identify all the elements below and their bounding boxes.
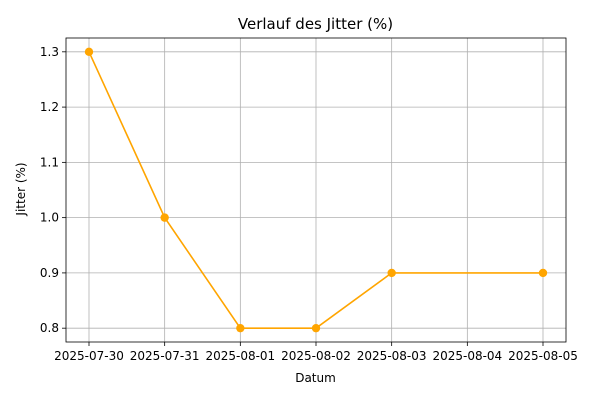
chart-title: Verlauf des Jitter (%) — [238, 15, 393, 33]
data-point-marker — [387, 268, 396, 278]
x-tick-label: 2025-08-01 — [205, 349, 275, 363]
series-line — [88, 51, 543, 329]
x-tick-label: 2025-08-05 — [508, 349, 578, 363]
x-tick-label: 2025-08-04 — [432, 349, 502, 363]
x-axis-label: Datum — [295, 371, 336, 385]
data-point-marker — [236, 323, 245, 333]
x-tick-label: 2025-07-30 — [54, 349, 124, 363]
data-point-marker — [84, 47, 94, 57]
y-axis-ticks: 0.8 0.9 1.0 1.1 1.2 1.3 — [40, 45, 66, 335]
data-point-marker — [538, 268, 548, 278]
x-tick-label: 2025-08-03 — [357, 349, 427, 363]
y-axis-label: Jitter (%) — [14, 162, 28, 216]
y-tick-label: 0.9 — [40, 266, 59, 280]
y-tick-label: 1.3 — [40, 45, 59, 59]
y-tick-label: 1.0 — [40, 211, 59, 225]
grid-lines — [66, 38, 566, 342]
y-tick-label: 1.1 — [40, 155, 59, 169]
y-tick-label: 1.2 — [40, 100, 59, 114]
data-point-marker — [311, 323, 321, 333]
y-tick-label: 0.8 — [40, 321, 59, 335]
series-layer — [84, 47, 548, 333]
data-point-marker — [160, 213, 169, 222]
x-tick-label: 2025-07-31 — [130, 349, 200, 363]
x-axis-ticks: 2025-07-30 2025-07-31 2025-08-01 2025-08-02… — [54, 342, 578, 363]
x-tick-label: 2025-08-02 — [281, 349, 351, 363]
